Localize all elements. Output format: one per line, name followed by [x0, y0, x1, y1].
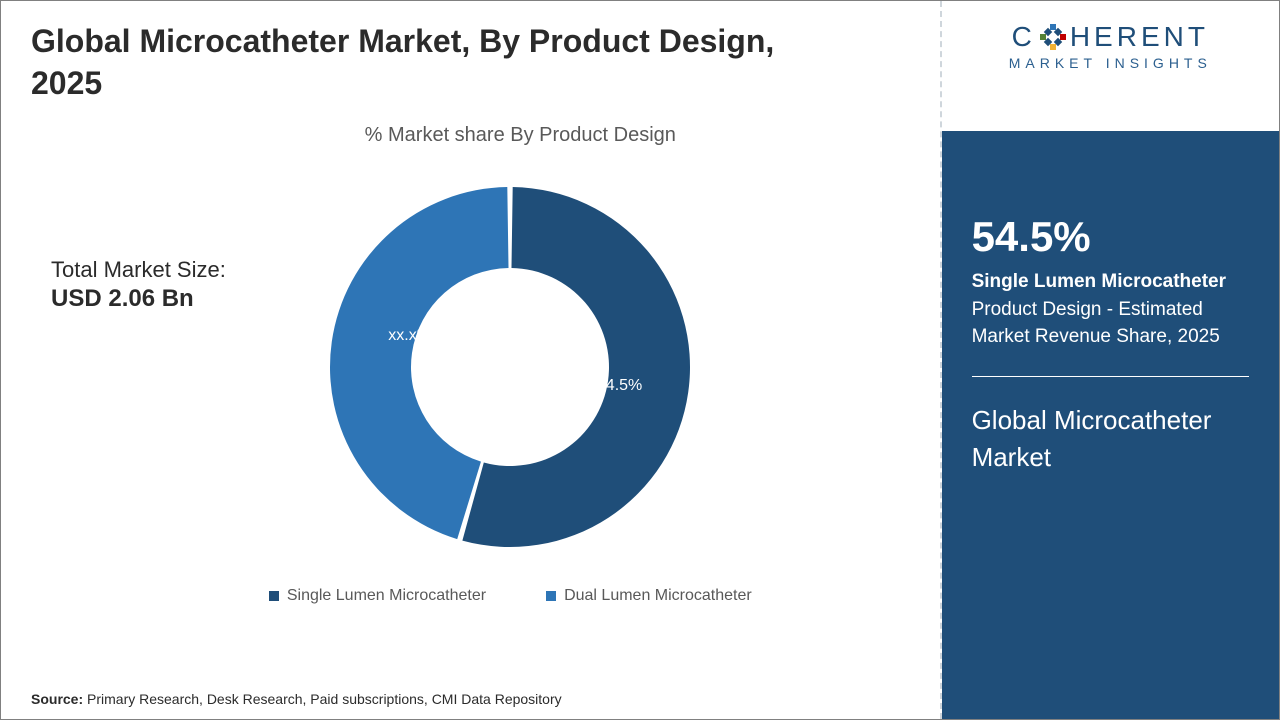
market-size-block: Total Market Size: USD 2.06 Bn: [51, 257, 226, 313]
logo-mark-icon: [1040, 24, 1066, 50]
page-title: Global Microcatheter Market, By Product …: [31, 21, 851, 104]
brand-logo: C HERENT: [942, 1, 1279, 131]
info-market-name: Global Microcatheter Market: [972, 402, 1249, 477]
side-panel: C HERENT: [942, 1, 1279, 719]
info-divider: [972, 376, 1249, 377]
donut-chart: 54.5% xx.x%: [310, 167, 710, 567]
info-description: Single Lumen Microcatheter Product Desig…: [972, 268, 1249, 351]
legend-swatch-0: [269, 591, 279, 601]
donut-svg: [310, 167, 710, 567]
source-prefix: Source:: [31, 691, 83, 707]
market-size-label: Total Market Size:: [51, 257, 226, 283]
info-percent: 54.5%: [972, 216, 1249, 258]
report-card: Global Microcatheter Market, By Product …: [0, 0, 1280, 720]
source-text: Primary Research, Desk Research, Paid su…: [87, 691, 562, 707]
source-line: Source: Primary Research, Desk Research,…: [31, 691, 562, 707]
info-desc-rest: Product Design - Estimated Market Revenu…: [972, 299, 1220, 348]
info-desc-bold: Single Lumen Microcatheter: [972, 271, 1226, 292]
side-info-box: 54.5% Single Lumen Microcatheter Product…: [942, 131, 1279, 719]
legend-item-0: Single Lumen Microcatheter: [269, 587, 486, 605]
logo-subtitle: MARKET INSIGHTS: [1009, 55, 1212, 71]
legend-item-1: Dual Lumen Microcatheter: [546, 587, 752, 605]
legend-swatch-1: [546, 591, 556, 601]
chart-legend: Single Lumen Microcatheter Dual Lumen Mi…: [111, 587, 910, 605]
logo-brand-rest: HERENT: [1070, 21, 1209, 53]
slice-label-0: 54.5%: [597, 377, 642, 395]
chart-subtitle: % Market share By Product Design: [131, 124, 910, 147]
slice-label-1: xx.x%: [388, 327, 431, 345]
main-panel: Global Microcatheter Market, By Product …: [1, 1, 940, 719]
legend-label-0: Single Lumen Microcatheter: [287, 587, 486, 605]
logo-letter-c: C: [1012, 21, 1036, 53]
chart-area: Total Market Size: USD 2.06 Bn 54.5% xx.…: [31, 157, 910, 577]
legend-label-1: Dual Lumen Microcatheter: [564, 587, 752, 605]
market-size-value: USD 2.06 Bn: [51, 285, 226, 313]
